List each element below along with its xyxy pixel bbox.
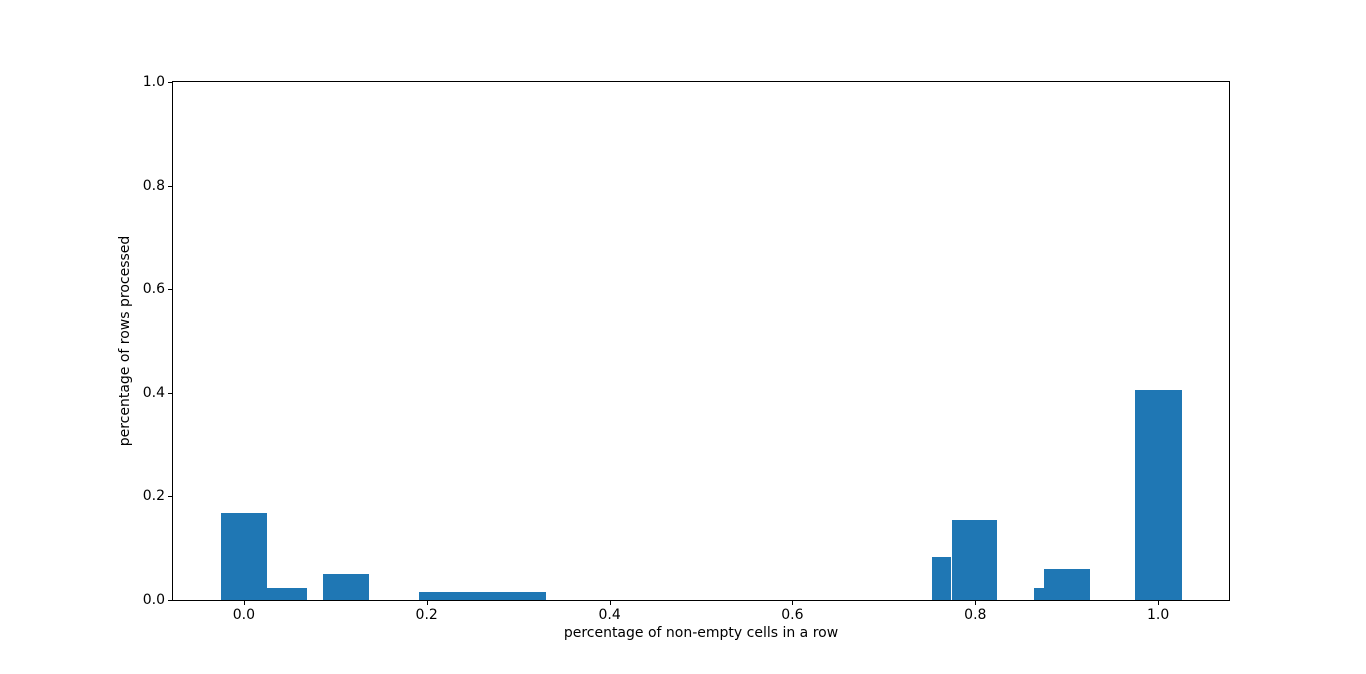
x-tick-label: 0.6 xyxy=(781,607,804,623)
x-tick-label: 0.8 xyxy=(964,607,987,623)
histogram-bar xyxy=(951,519,998,600)
y-axis-label: percentage of rows processed xyxy=(117,235,133,447)
x-tick-label: 0.4 xyxy=(598,607,621,623)
x-tick-mark xyxy=(792,600,794,605)
y-tick-label: 1.0 xyxy=(142,74,165,90)
y-tick-mark xyxy=(168,496,173,498)
plot-area: percentage of non-empty cells in a row p… xyxy=(117,74,1230,641)
x-tick-label: 0.2 xyxy=(415,607,438,623)
histogram-bar xyxy=(1135,390,1182,600)
y-tick-label: 0.6 xyxy=(142,281,165,298)
y-tick-mark xyxy=(168,185,173,187)
histogram-bar xyxy=(1043,569,1091,600)
histogram-bar xyxy=(323,573,370,600)
y-tick-label: 0.0 xyxy=(142,592,165,608)
y-tick-mark xyxy=(168,600,173,601)
x-tick-mark xyxy=(975,600,977,605)
histogram-bar xyxy=(221,513,267,600)
histogram-bar xyxy=(1033,587,1044,600)
y-tick-label: 0.2 xyxy=(142,488,165,505)
x-tick-mark xyxy=(609,600,611,605)
y-tick-mark xyxy=(168,82,173,83)
x-tick-mark xyxy=(243,600,245,605)
x-tick-mark xyxy=(426,600,428,605)
histogram-bar xyxy=(266,587,307,600)
y-tick-mark xyxy=(168,392,173,394)
histogram-bar xyxy=(932,557,952,600)
x-tick-label: 1.0 xyxy=(1146,607,1170,623)
histogram-bar xyxy=(419,592,546,600)
x-tick-mark xyxy=(1158,600,1160,605)
x-tick-label: 0.0 xyxy=(232,607,256,623)
y-tick-label: 0.4 xyxy=(142,384,165,401)
y-tick-label: 0.8 xyxy=(142,177,165,194)
y-tick-mark xyxy=(168,289,173,291)
x-axis-label: percentage of non-empty cells in a row xyxy=(563,625,839,641)
